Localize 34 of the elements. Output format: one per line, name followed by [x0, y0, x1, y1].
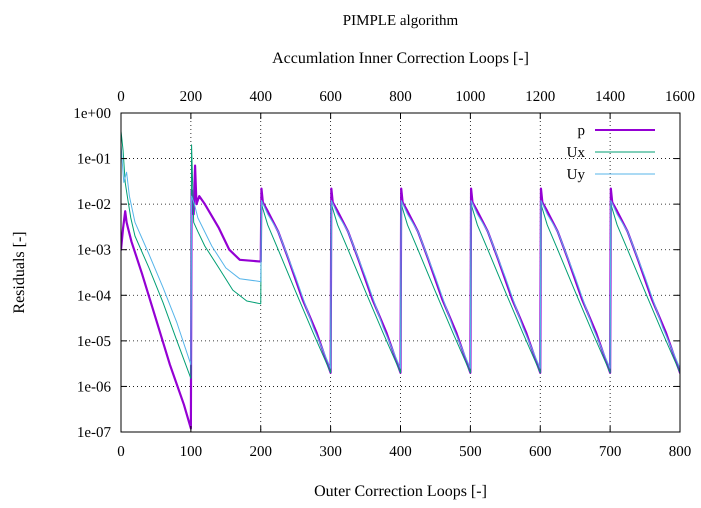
x2-tick-label: 800 [389, 89, 412, 105]
x-tick-label: 500 [459, 444, 482, 460]
x-tick-label: 800 [668, 444, 692, 460]
x-tick-label: 0 [117, 444, 125, 460]
x2-tick-label: 1000 [455, 89, 486, 105]
y-tick-label: 1e-06 [76, 379, 112, 396]
x-tick-label: 300 [319, 444, 342, 460]
legend-label: Uy [566, 167, 586, 183]
y-tick-label: 1e-05 [76, 334, 111, 350]
line-series [121, 164, 680, 430]
y-tick-label: 1e-02 [76, 197, 111, 214]
x2-tick-label: 1200 [525, 89, 556, 105]
x-tick-label: 200 [250, 444, 272, 460]
y-tick-label: 1e-01 [76, 152, 111, 168]
y-axis-title: Residuals [-] [11, 231, 28, 314]
x-tick-label: 600 [529, 444, 552, 460]
y-tick-label: 1e-04 [76, 288, 112, 304]
legend-label: Ux [566, 145, 586, 161]
x2-tick-label: 200 [180, 89, 202, 105]
chart-title: PIMPLE algorithm [342, 13, 459, 29]
x2-tick-label: 600 [319, 89, 342, 105]
x-tick-label: 700 [598, 444, 622, 460]
y-tick-label: 1e-07 [76, 425, 112, 441]
x2-tick-label: 1400 [595, 89, 626, 105]
x2-tick-label: 400 [250, 89, 272, 105]
y-tick-label: 1e-03 [76, 242, 111, 259]
x-tick-label: 100 [180, 444, 202, 460]
x-axis-title: Outer Correction Loops [-] [314, 483, 487, 500]
legend-label: p [578, 123, 585, 139]
x2-axis-title: Accumlation Inner Correction Loops [-] [272, 50, 529, 67]
x2-tick-label: 0 [117, 89, 125, 105]
x2-tick-label: 1600 [665, 89, 695, 105]
y-tick-label: 1e+00 [73, 106, 111, 122]
x-tick-label: 400 [389, 444, 412, 460]
